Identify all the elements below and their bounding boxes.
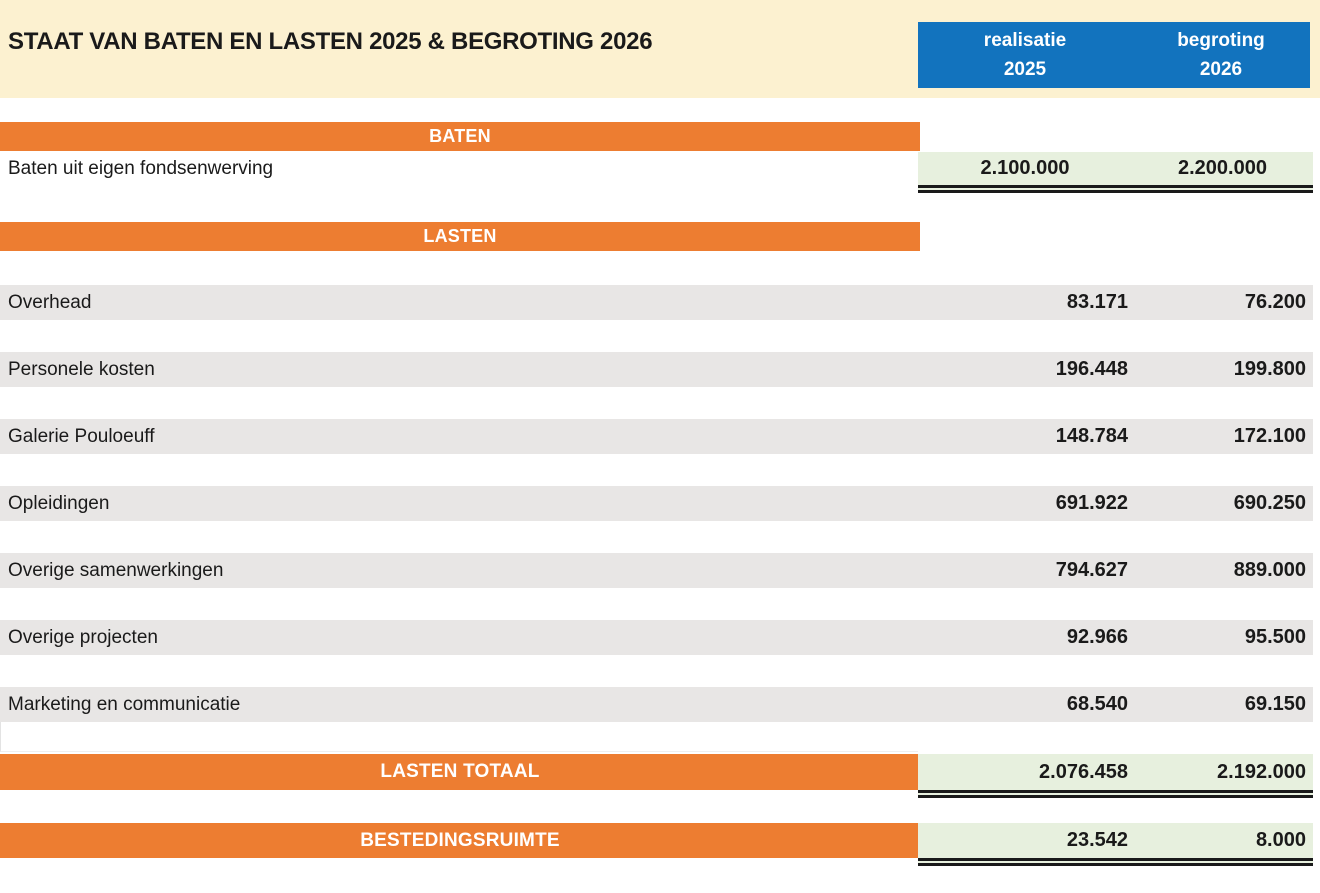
value-realisatie-2025: 148.784	[1055, 425, 1128, 447]
row-label-text: Galerie Pouloeuff	[8, 425, 155, 447]
total-row-header-lasten-totaal: LASTEN TOTAAL	[0, 754, 920, 790]
value-begroting-2026: 2.200.000	[1178, 157, 1267, 179]
total-row-label: BESTEDINGSRUIMTE	[360, 829, 560, 851]
value-begroting-2026: 199.800	[1233, 358, 1306, 380]
value-begroting-2026: 8.000	[1255, 829, 1306, 851]
value-realisatie-2025: 68.540	[1066, 693, 1128, 715]
table-row-opleidingen: Opleidingen 691.922 690.250	[0, 486, 1313, 521]
column-header-begroting-2026: begroting 2026	[1132, 22, 1310, 88]
table-row-personele-kosten: Personele kosten 196.448 199.800	[0, 352, 1313, 387]
table-row-overige-projecten: Overige projecten 92.966 95.500	[0, 620, 1313, 655]
empty-cell-row	[0, 722, 918, 752]
row-label-text: Overige projecten	[8, 626, 158, 648]
section-header-label: LASTEN	[423, 226, 497, 246]
column-header-realisatie-2025: realisatie 2025	[918, 22, 1132, 88]
row-label-text: Overige samenwerkingen	[8, 559, 224, 581]
value-realisatie-2025: 92.966	[1066, 626, 1128, 648]
value-begroting-2026: 95.500	[1244, 626, 1306, 648]
total-row-header-bestedingsruimte: BESTEDINGSRUIMTE	[0, 823, 920, 858]
value-realisatie-2025: 2.076.458	[1039, 760, 1128, 783]
value-begroting-2026: 2.192.000	[1217, 760, 1306, 783]
row-label-text: Marketing en communicatie	[8, 693, 241, 715]
value-begroting-2026: 172.100	[1233, 425, 1306, 447]
value-realisatie-2025: 83.171	[1066, 291, 1128, 313]
page-title: STAAT VAN BATEN EN LASTEN 2025 & BEGROTI…	[8, 28, 653, 55]
value-realisatie-2025: 196.448	[1055, 358, 1128, 380]
value-begroting-2026: 69.150	[1244, 693, 1306, 715]
row-label-text: Personele kosten	[8, 358, 155, 380]
value-realisatie-2025: 691.922	[1055, 492, 1128, 514]
value-begroting-2026: 889.000	[1233, 559, 1306, 581]
table-row-overige-samenwerkingen: Overige samenwerkingen 794.627 889.000	[0, 553, 1313, 588]
table-row-marketing-communicatie: Marketing en communicatie 68.540 69.150	[0, 687, 1313, 722]
value-realisatie-2025: 794.627	[1055, 559, 1128, 581]
value-begroting-2026: 690.250	[1233, 492, 1306, 514]
value-begroting-2026: 76.200	[1244, 291, 1306, 313]
value-realisatie-2025: 2.100.000	[980, 157, 1070, 179]
table-row-overhead: Overhead 83.171 76.200	[0, 285, 1313, 320]
row-label-baten-fondsenwerving: Baten uit eigen fondsenwerving	[0, 152, 918, 185]
section-header-baten: BATEN	[0, 122, 920, 151]
value-realisatie-2025: 23.542	[1066, 829, 1128, 851]
total-row-values-lasten-totaal: 2.076.458 2.192.000	[918, 754, 1313, 798]
column-label: begroting	[1177, 29, 1265, 51]
total-row-values-bestedingsruimte: 23.542 8.000	[918, 823, 1313, 866]
column-label: realisatie	[983, 29, 1067, 51]
section-header-lasten: LASTEN	[0, 222, 920, 251]
row-label-text: Opleidingen	[8, 492, 110, 514]
total-row-label: LASTEN TOTAAL	[380, 761, 540, 782]
column-year: 2026	[1199, 59, 1243, 80]
column-year: 2025	[1003, 59, 1047, 80]
table-row-galerie-pouloeuff: Galerie Pouloeuff 148.784 172.100	[0, 419, 1313, 454]
column-headers: realisatie 2025 begroting 2026	[918, 22, 1310, 88]
row-label-text: Overhead	[8, 291, 92, 313]
row-values-baten-fondsenwerving: 2.100.000 2.200.000	[918, 152, 1313, 193]
row-label-text: Baten uit eigen fondsenwerving	[8, 157, 274, 179]
section-header-label: BATEN	[429, 126, 491, 146]
